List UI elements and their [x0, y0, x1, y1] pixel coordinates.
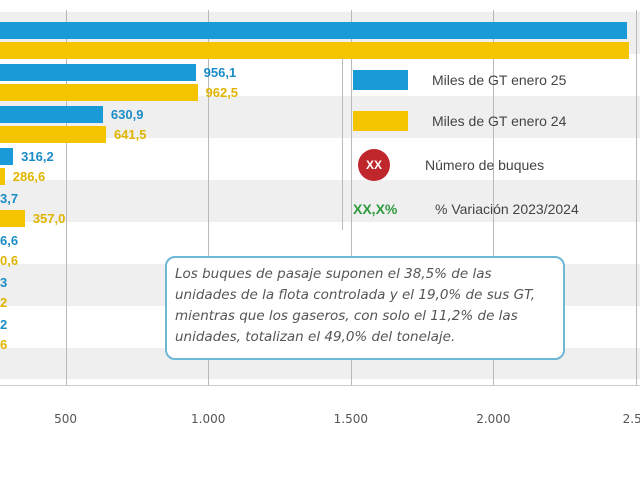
- legend-label: Miles de GT enero 25: [432, 72, 567, 88]
- legend-item-variacion: XX,X% % Variación 2023/2024: [353, 194, 579, 224]
- bar: [0, 42, 629, 59]
- data-label: 286,6: [12, 169, 46, 184]
- gridline: [65, 10, 67, 385]
- x-tick-label: 500: [54, 412, 78, 426]
- gridline: [208, 10, 210, 385]
- bar: [0, 148, 14, 165]
- data-label: 956,1: [203, 65, 237, 80]
- bar: [0, 22, 628, 39]
- x-tick-label: 2.50: [622, 412, 640, 426]
- data-label: 3: [0, 275, 8, 290]
- ship-count-circle-icon: XX: [358, 149, 390, 181]
- legend-label: Número de buques: [425, 157, 545, 173]
- data-label: 0,6: [0, 253, 19, 268]
- legend-item-buques: XX Número de buques: [343, 149, 545, 181]
- data-label: 357,0: [32, 211, 66, 226]
- gridline: [493, 10, 495, 385]
- data-label: 2: [0, 295, 8, 310]
- row-band: [0, 180, 640, 222]
- annotation-box: Los buques de pasaje suponen el 38,5% de…: [165, 256, 565, 360]
- legend-pct-symbol: XX,X%: [353, 201, 398, 217]
- bar: [0, 126, 106, 143]
- legend: Miles de GT enero 25 Miles de GT enero 2…: [342, 58, 633, 230]
- legend-item-enero-24: Miles de GT enero 24: [353, 106, 566, 136]
- row-band: [0, 96, 640, 138]
- data-label: 316,2: [21, 149, 54, 164]
- data-label: 6: [0, 337, 8, 352]
- data-label: 3,7: [0, 191, 19, 206]
- legend-label: Miles de GT enero 24: [432, 113, 567, 129]
- bar: [0, 84, 198, 101]
- data-label: 630,9: [110, 107, 144, 122]
- bar: [0, 106, 103, 123]
- legend-item-enero-25: Miles de GT enero 25: [353, 65, 566, 95]
- legend-swatch-blue: [353, 70, 408, 90]
- data-label: 641,5: [113, 127, 147, 142]
- bar: [0, 168, 5, 185]
- gridline: [636, 10, 637, 385]
- data-label: 2: [0, 317, 8, 332]
- bar: [0, 64, 196, 81]
- bar: [0, 210, 25, 227]
- x-tick-label: 2.000: [476, 412, 511, 426]
- data-label: 962,5: [205, 85, 239, 100]
- x-tick-label: 1.500: [333, 412, 368, 426]
- x-tick-label: 1.000: [191, 412, 226, 426]
- x-axis: [0, 385, 640, 386]
- data-label: 6,6: [0, 233, 19, 248]
- gridline: [350, 10, 352, 385]
- legend-label: % Variación 2023/2024: [435, 201, 579, 217]
- legend-swatch-yellow: [353, 111, 408, 131]
- row-band: [0, 138, 640, 180]
